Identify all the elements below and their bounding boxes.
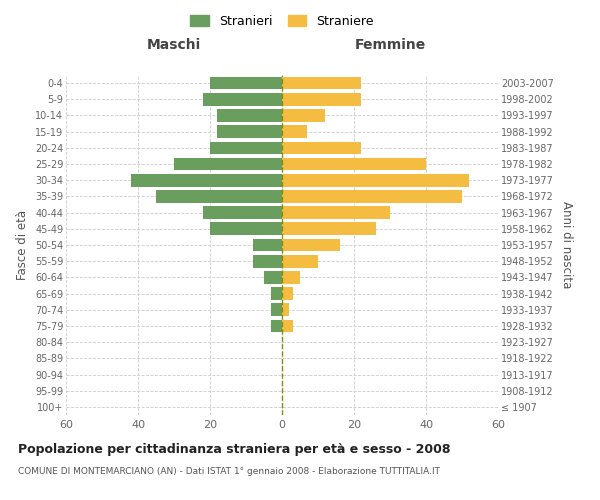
Bar — [131, 174, 282, 186]
Bar — [253, 238, 282, 252]
Bar — [282, 93, 361, 106]
Bar — [282, 174, 469, 186]
Bar — [174, 158, 282, 170]
Text: Femmine: Femmine — [355, 38, 425, 52]
Bar — [282, 77, 361, 90]
Y-axis label: Fasce di età: Fasce di età — [16, 210, 29, 280]
Bar — [271, 320, 282, 332]
Bar — [282, 288, 293, 300]
Bar — [282, 109, 325, 122]
Bar — [282, 255, 318, 268]
Bar — [210, 142, 282, 154]
Bar — [271, 288, 282, 300]
Bar — [217, 109, 282, 122]
Text: COMUNE DI MONTEMARCIANO (AN) - Dati ISTAT 1° gennaio 2008 - Elaborazione TUTTITA: COMUNE DI MONTEMARCIANO (AN) - Dati ISTA… — [18, 468, 440, 476]
Bar — [156, 190, 282, 202]
Bar — [253, 255, 282, 268]
Text: Maschi: Maschi — [147, 38, 201, 52]
Bar — [210, 222, 282, 235]
Bar — [282, 271, 300, 283]
Text: Popolazione per cittadinanza straniera per età e sesso - 2008: Popolazione per cittadinanza straniera p… — [18, 442, 451, 456]
Bar — [203, 206, 282, 219]
Bar — [264, 271, 282, 283]
Bar — [282, 304, 289, 316]
Bar — [210, 77, 282, 90]
Bar — [282, 190, 462, 202]
Bar — [271, 304, 282, 316]
Legend: Stranieri, Straniere: Stranieri, Straniere — [187, 11, 377, 32]
Bar — [282, 126, 307, 138]
Bar — [282, 158, 426, 170]
Bar — [282, 206, 390, 219]
Bar — [217, 126, 282, 138]
Bar — [203, 93, 282, 106]
Bar — [282, 238, 340, 252]
Bar — [282, 222, 376, 235]
Y-axis label: Anni di nascita: Anni di nascita — [560, 202, 573, 288]
Bar — [282, 320, 293, 332]
Bar — [282, 142, 361, 154]
